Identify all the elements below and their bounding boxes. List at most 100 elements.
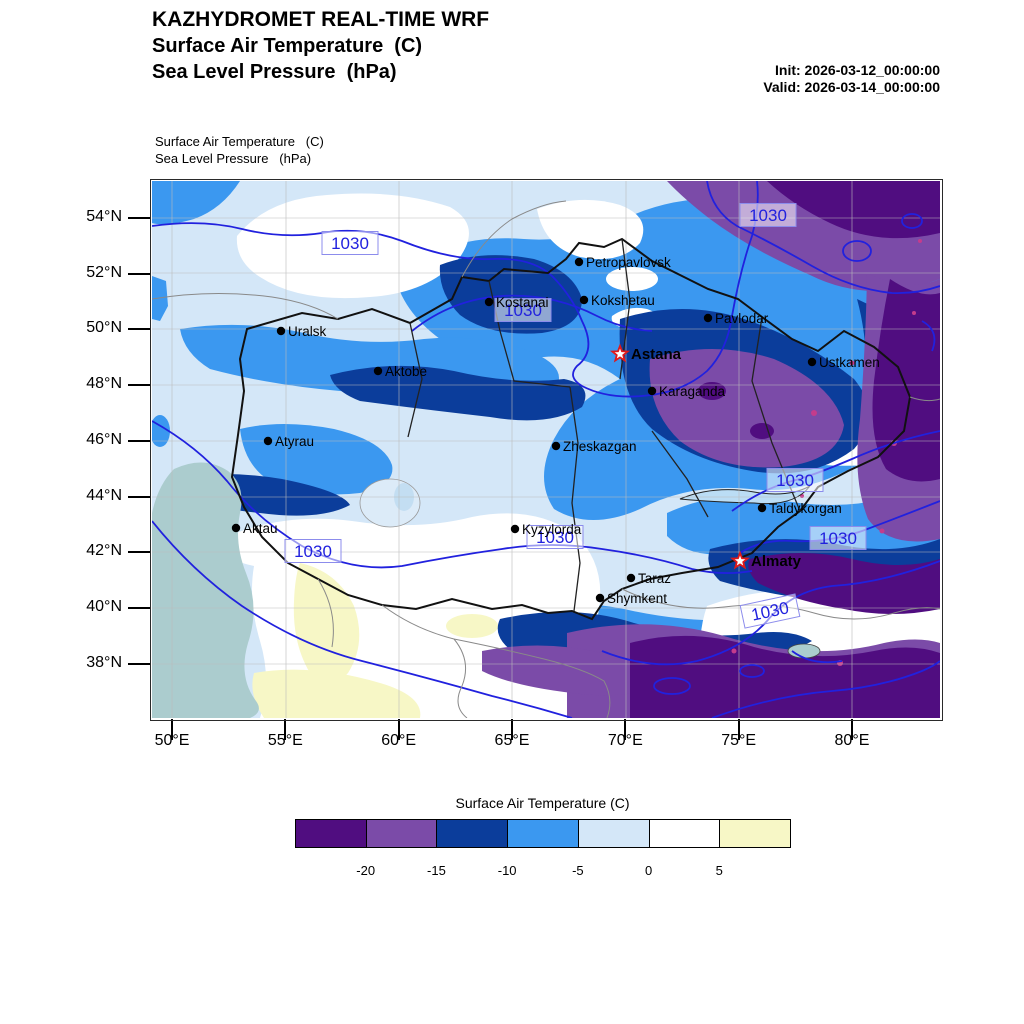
city-marker-zheskazgan: Zheskazgan [551, 439, 637, 454]
city-label: Shymkent [607, 591, 667, 606]
colorbar-cell [295, 819, 367, 848]
city-marker-kyzylorda: Kyzylorda [510, 522, 582, 537]
map-legend-pressure: Sea Level Pressure (hPa) [155, 151, 312, 166]
pressure-label-text: 1030 [331, 234, 369, 253]
city-label: Pavlodar [715, 311, 769, 326]
lat-tick-label: 44°N [86, 486, 122, 504]
pressure-label-text: 1030 [504, 301, 542, 320]
city-marker-kostanai: Kostanai [484, 295, 549, 310]
city-marker-atyrau: Atyrau [263, 434, 314, 449]
city-marker-aktobe: Aktobe [373, 364, 427, 379]
city-marker-almaty: Almaty [729, 550, 802, 570]
city-label: Uralsk [288, 324, 327, 339]
dot-icon [231, 523, 241, 533]
lat-tick-label: 52°N [86, 263, 122, 281]
city-marker-shymkent: Shymkent [595, 591, 667, 606]
lon-tick-label: 55°E [267, 732, 303, 749]
colorbar-cell [365, 819, 438, 848]
city-label: Kyzylorda [522, 522, 582, 537]
pressure-label-text: 1030 [536, 528, 574, 547]
init-timestamp: Init: 2026-03-12_00:00:00 [775, 62, 940, 78]
lat-tick-label: 50°N [86, 319, 122, 337]
page-subtitle-temperature: Surface Air Temperature (C) [152, 35, 423, 57]
valid-timestamp: Valid: 2026-03-14_00:00:00 [763, 79, 940, 95]
dot-icon [551, 441, 561, 451]
city-label: Zheskazgan [563, 439, 637, 454]
city-label: Taraz [638, 571, 671, 586]
city-marker-karaganda: Karaganda [647, 384, 726, 399]
neighbor-borders [152, 200, 940, 718]
pressure-label-text: 1030 [294, 542, 332, 561]
lat-tick-mark [128, 662, 151, 665]
lat-tick-label: 46°N [86, 430, 122, 448]
city-marker-petropavlovsk: Petropavlovsk [574, 255, 671, 270]
city-marker-uralsk: Uralsk [276, 324, 327, 339]
star-icon [729, 550, 751, 570]
city-label: Aktau [243, 521, 278, 536]
pressure-label: 1030 [766, 468, 824, 492]
pressure-label: 1030 [284, 539, 342, 563]
pressure-label: 1030 [494, 298, 552, 322]
graticule-lines [152, 181, 940, 718]
pressure-label-text: 1030 [776, 471, 814, 490]
lat-tick-mark [128, 495, 151, 498]
lat-tick-label: 38°N [86, 653, 122, 671]
city-marker-taraz: Taraz [626, 571, 671, 586]
city-label: Kostanai [496, 295, 549, 310]
lat-tick-mark [128, 217, 151, 219]
colorbar-tick-label: 5 [715, 863, 723, 878]
lat-tick-mark [128, 606, 151, 609]
city-marker-aktau: Aktau [231, 521, 278, 536]
city-label: Karaganda [659, 384, 726, 399]
lat-tick-mark [128, 551, 151, 554]
lat-tick-mark [128, 328, 151, 331]
dot-icon [626, 573, 636, 583]
dot-icon [647, 386, 657, 396]
lon-tick-label: 80°E [834, 732, 870, 749]
lon-tick-mark [850, 719, 853, 740]
city-marker-taldykorgan: Taldykorgan [757, 501, 842, 516]
dot-icon [276, 326, 286, 336]
dot-icon [595, 593, 605, 603]
pressure-label: 1030 [739, 203, 797, 227]
dot-icon [373, 366, 383, 376]
city-label: Ustkamen [819, 355, 880, 370]
colorbar-tick-label: -15 [427, 863, 446, 878]
dot-icon [703, 313, 713, 323]
pressure-label: 1030 [526, 525, 584, 549]
pressure-label-text: 1030 [819, 529, 857, 548]
colorbar-tick-label: -5 [572, 863, 584, 878]
city-marker-pavlodar: Pavlodar [703, 311, 769, 326]
city-label: Astana [631, 346, 682, 363]
city-marker-ustkamen: Ustkamen [807, 355, 880, 370]
city-marker-group: Petropavlovsk Kokshetau Kostanai Pavlodar Ur… [231, 255, 880, 606]
colorbar-tick-label: 0 [644, 863, 653, 878]
city-label: Taldykorgan [769, 501, 842, 516]
page-title: KAZHYDROMET REAL-TIME WRF [152, 8, 490, 31]
lon-tick-mark [397, 719, 400, 740]
dot-icon [807, 357, 817, 367]
dot-icon [263, 436, 273, 446]
lon-tick-label: 60°E [381, 732, 417, 749]
pressure-label: 1030 [809, 526, 867, 550]
temp-region-below-minus20 [630, 181, 940, 718]
lon-tick-mark [284, 719, 287, 740]
lat-tick-label: 40°N [86, 597, 122, 615]
lon-tick-mark [171, 719, 173, 740]
lon-tick-mark [624, 719, 627, 740]
city-marker-astana: Astana [609, 343, 682, 363]
city-label: Petropavlovsk [586, 255, 671, 270]
lat-tick-label: 48°N [86, 375, 122, 393]
lon-tick-label: 65°E [494, 732, 530, 749]
lon-tick-label: 70°E [607, 732, 643, 749]
colorbar-cell [577, 819, 650, 848]
city-label: Aktobe [385, 364, 427, 379]
colorbar-tick-label: -20 [356, 863, 376, 878]
colorbar-cell [507, 819, 579, 848]
lon-tick-mark [737, 719, 740, 740]
lat-tick-mark [128, 439, 151, 442]
pressure-label: 1030 [739, 593, 801, 629]
pressure-label: 1030 [321, 231, 379, 255]
city-marker-kokshetau: Kokshetau [579, 293, 655, 308]
